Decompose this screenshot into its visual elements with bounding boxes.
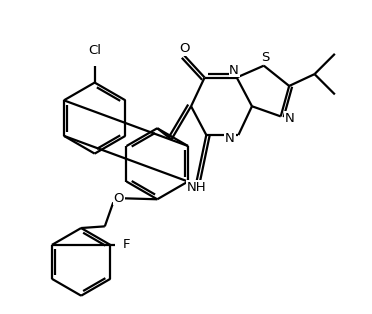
Text: F: F [123, 238, 131, 252]
Text: N: N [284, 111, 294, 125]
Text: N: N [229, 63, 239, 77]
Text: NH: NH [186, 181, 206, 194]
Text: S: S [261, 51, 270, 64]
Text: N: N [225, 132, 235, 145]
Text: Cl: Cl [88, 44, 101, 57]
Text: O: O [179, 42, 190, 55]
Text: O: O [113, 192, 124, 205]
